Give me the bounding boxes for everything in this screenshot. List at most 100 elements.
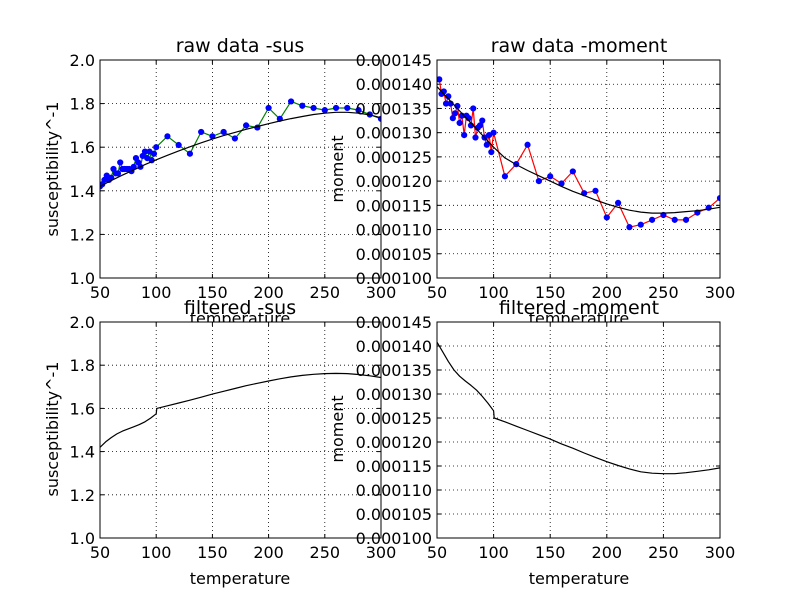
y-tick-label: 1.2	[70, 486, 95, 505]
x-tick-label: 250	[648, 543, 679, 562]
data-point	[472, 134, 479, 141]
data-point	[501, 173, 509, 180]
y-axis-label: moment	[328, 135, 347, 202]
plot-frame	[436, 59, 721, 279]
data-point	[186, 150, 194, 157]
data-point	[231, 135, 238, 142]
y-tick-label: 1.4	[70, 182, 95, 201]
y-tick-label: 0.000130	[356, 385, 432, 404]
data-point	[153, 144, 160, 151]
x-tick-label: 50	[427, 543, 447, 562]
y-tick-label: 1.8	[70, 356, 95, 375]
x-tick-label: 250	[648, 283, 679, 302]
y-tick-label: 0.000120	[356, 433, 432, 452]
series-line	[437, 86, 720, 214]
x-tick-label: 150	[535, 283, 566, 302]
x-tick-label: 50	[90, 543, 110, 562]
y-tick-label: 1.0	[70, 269, 95, 288]
data-point	[265, 104, 272, 112]
y-tick-label: 0.000145	[356, 313, 432, 332]
x-tick-label: 200	[592, 543, 623, 562]
x-tick-label: 150	[197, 283, 228, 302]
data-point	[476, 122, 484, 129]
y-tick-label: 0.000115	[356, 196, 432, 215]
series-group	[100, 372, 381, 448]
y-tick-label: 1.6	[70, 138, 95, 157]
data-point	[488, 148, 495, 156]
series-line	[437, 341, 720, 475]
x-tick-label: 300	[366, 543, 397, 562]
data-point	[117, 159, 124, 166]
x-tick-label: 300	[366, 283, 397, 302]
y-tick-label: 1.0	[70, 529, 95, 548]
data-point	[470, 105, 477, 112]
data-point	[592, 187, 599, 194]
y-tick-label: 0.000115	[356, 457, 432, 476]
data-point	[198, 128, 205, 136]
plot-area	[437, 60, 720, 278]
y-tick-label: 1.4	[70, 443, 95, 462]
data-point	[321, 107, 328, 114]
y-tick-label: 0.000140	[356, 337, 432, 356]
y-tick-label: 0.000135	[356, 99, 432, 118]
data-point	[569, 168, 576, 175]
data-point	[461, 131, 468, 139]
data-point	[682, 216, 690, 223]
subplot-title: filtered -sus	[184, 297, 296, 319]
subplot-title: raw data -sus	[176, 35, 305, 57]
data-point	[660, 211, 667, 219]
data-point	[310, 104, 317, 112]
data-point	[287, 98, 295, 105]
series-group	[437, 76, 720, 231]
y-tick-label: 1.2	[70, 225, 95, 244]
data-point	[615, 199, 622, 207]
x-axis-label: temperature	[529, 569, 630, 588]
series-line	[100, 372, 381, 448]
y-tick-label: 0.000110	[356, 481, 432, 500]
data-point	[716, 194, 720, 202]
y-tick-label: 2.0	[70, 313, 95, 332]
x-tick-label: 200	[253, 283, 284, 302]
x-tick-label: 300	[705, 283, 736, 302]
y-axis-label: moment	[328, 395, 347, 462]
subplot-filtered-sus: filtered -sus temperature susceptibility…	[43, 297, 396, 588]
data-point	[479, 117, 486, 124]
data-point	[483, 141, 490, 148]
subplot-title: raw data -moment	[491, 35, 668, 57]
plot-frame	[436, 321, 721, 539]
data-point	[114, 170, 122, 177]
data-point	[150, 150, 158, 157]
data-point	[671, 216, 678, 223]
data-point	[490, 129, 497, 136]
y-axis-label: susceptibility^-1	[43, 362, 62, 497]
x-tick-label: 200	[253, 543, 284, 562]
y-tick-label: 0.000100	[356, 269, 432, 288]
data-point	[164, 133, 171, 140]
data-point	[243, 122, 250, 129]
data-point	[332, 104, 340, 112]
plot-area	[100, 60, 381, 278]
data-point	[637, 221, 644, 228]
data-point	[437, 76, 443, 83]
x-tick-label: 100	[478, 283, 509, 302]
y-tick-label: 0.000120	[356, 172, 432, 191]
data-point	[220, 128, 227, 136]
x-tick-label: 100	[478, 543, 509, 562]
series-group	[100, 98, 381, 190]
y-axis-label: susceptibility^-1	[43, 102, 62, 237]
subplot-title: filtered -moment	[499, 297, 659, 319]
y-tick-label: 0.000135	[356, 361, 432, 380]
data-point	[299, 102, 306, 109]
plot-area	[100, 322, 381, 538]
x-tick-label: 250	[310, 543, 341, 562]
series-group	[437, 341, 720, 475]
x-tick-label: 150	[535, 543, 566, 562]
x-tick-label: 50	[90, 283, 110, 302]
y-tick-label: 0.000105	[356, 245, 432, 264]
plot-area	[437, 322, 720, 538]
data-point	[603, 214, 610, 221]
y-tick-label: 0.000100	[356, 529, 432, 548]
x-tick-label: 100	[141, 283, 172, 302]
y-tick-label: 0.000125	[356, 148, 432, 167]
